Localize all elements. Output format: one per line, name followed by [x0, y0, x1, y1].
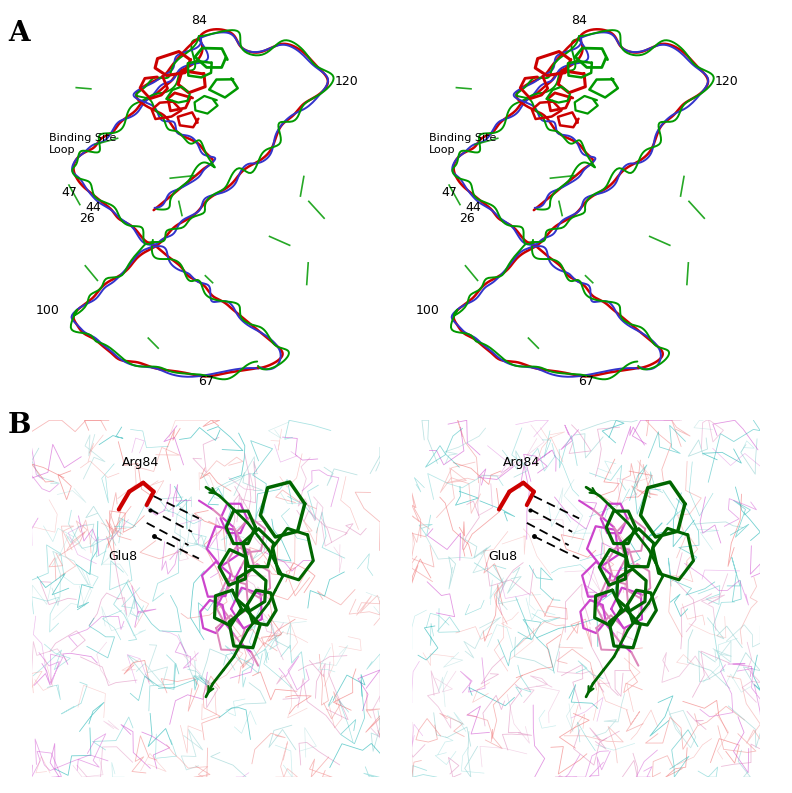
Text: 100: 100	[416, 304, 440, 317]
Text: 26: 26	[459, 213, 474, 225]
Text: Glu8: Glu8	[489, 550, 518, 563]
Text: 47: 47	[61, 186, 77, 200]
Text: 84: 84	[191, 13, 207, 27]
Text: 44: 44	[466, 201, 482, 214]
Text: 120: 120	[715, 75, 739, 88]
Text: Binding Site
Loop: Binding Site Loop	[49, 133, 116, 155]
Text: 100: 100	[36, 304, 59, 317]
Text: 84: 84	[571, 13, 587, 27]
Text: 120: 120	[335, 75, 359, 88]
Text: A: A	[8, 20, 29, 47]
Text: Arg84: Arg84	[122, 456, 159, 469]
Text: Binding Site
Loop: Binding Site Loop	[429, 133, 497, 155]
Text: Arg84: Arg84	[502, 456, 539, 469]
Text: 67: 67	[578, 375, 594, 388]
Text: B: B	[8, 412, 32, 439]
Text: Glu8: Glu8	[109, 550, 138, 563]
Text: 26: 26	[78, 213, 94, 225]
Text: 47: 47	[441, 186, 457, 200]
Text: 44: 44	[86, 201, 101, 214]
Text: 67: 67	[198, 375, 214, 388]
